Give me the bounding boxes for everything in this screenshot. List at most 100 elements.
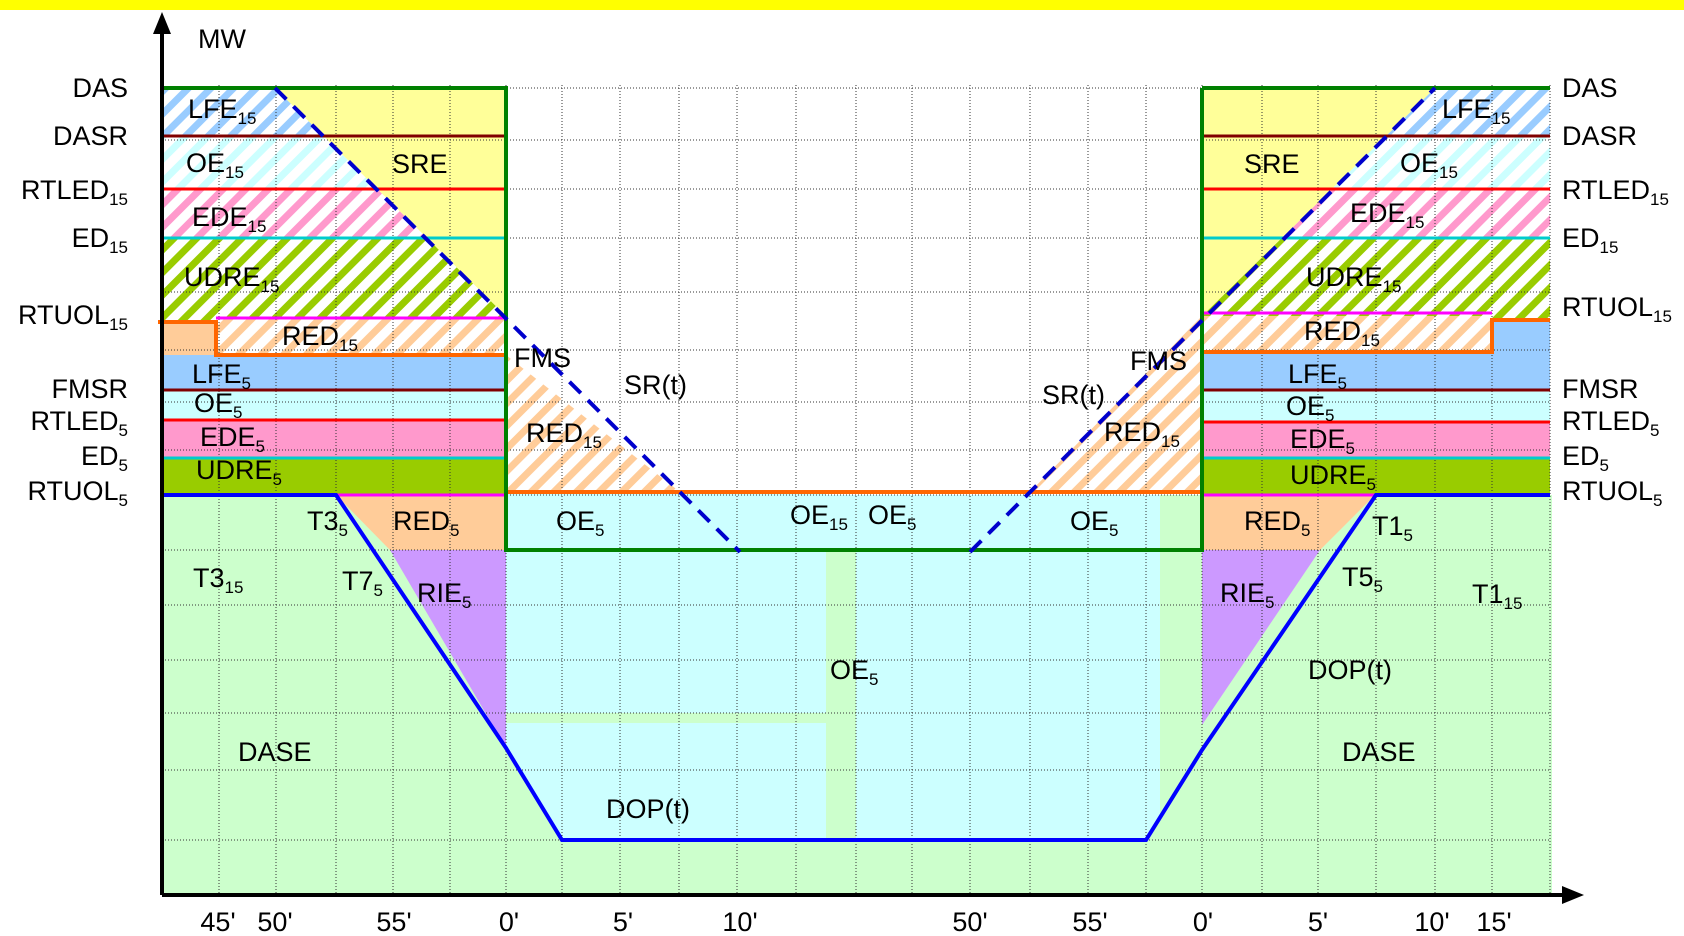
region-label-t3-5: T35	[307, 506, 348, 540]
region-label-oe5-center-subscript: 5	[869, 670, 878, 689]
diagram-shapes	[153, 12, 1584, 904]
region-label-udre5-l-base: UDRE	[196, 455, 273, 485]
region-label-red15-r-subscript: 15	[1361, 331, 1380, 350]
region-label-oe15-l-base: OE	[186, 148, 225, 178]
region-label-ede5-l-base: EDE	[200, 422, 256, 452]
region-label-udre5-r: UDRE5	[1290, 460, 1376, 494]
region-label-red5-l-base: RED	[393, 506, 450, 536]
left-label-rtled15-base: RTLED	[21, 175, 109, 205]
left-label-rtuol15-subscript: 15	[109, 315, 128, 334]
region-label-fms-l: FMS	[514, 343, 571, 373]
x-tick-label: 50'	[257, 907, 292, 936]
region-label-oe5-mr-subscript: 5	[907, 515, 916, 534]
region-label-oe5-r2-subscript: 5	[1109, 521, 1118, 540]
region-label-red15-ml-base: RED	[526, 418, 583, 448]
top-yellow-bar	[0, 0, 1684, 10]
region-label-udre15-r-subscript: 15	[1383, 277, 1402, 296]
x-tick-label: 5'	[613, 907, 633, 936]
region-label-rie5-r-base: RIE	[1220, 578, 1265, 608]
region-label-lfe5-r: LFE5	[1288, 359, 1347, 393]
region-label-red15-mr-subscript: 15	[1161, 432, 1180, 451]
x-tick-label: 45'	[200, 907, 235, 936]
region-label-ede5-l-subscript: 5	[256, 437, 265, 456]
x-tick-label: 50'	[952, 907, 987, 936]
region-label-ede5-l: EDE5	[200, 422, 265, 456]
right-label-ed5: ED5	[1562, 441, 1609, 475]
region-label-t3-5-subscript: 5	[339, 521, 348, 540]
region-label-lfe5-r-subscript: 5	[1338, 374, 1347, 393]
right-label-rtled5-base: RTLED	[1562, 406, 1650, 436]
left-label-ed15-base: ED	[72, 223, 110, 253]
region-label-t3-15-base: T3	[193, 563, 225, 593]
region-label-oe5-ml-base: OE	[556, 506, 595, 536]
right-label-rtuol15: RTUOL15	[1562, 292, 1672, 326]
region-label-oe5-l: OE5	[194, 388, 242, 422]
right-rie5-region	[1202, 550, 1320, 725]
x-tick-label: 10'	[722, 907, 757, 936]
region-label-fms-r: FMS	[1130, 346, 1187, 376]
region-label-oe15-l-subscript: 15	[225, 163, 244, 182]
region-label-udre15-r: UDRE15	[1306, 262, 1401, 296]
right-label-das: DAS	[1562, 73, 1618, 103]
region-label-rie5-l-base: RIE	[417, 578, 462, 608]
right-label-ed5-base: ED	[1562, 441, 1600, 471]
region-label-t5-5-base: T5	[1342, 562, 1374, 592]
region-label-lfe15-r-subscript: 15	[1492, 109, 1511, 128]
region-label-red5-r-subscript: 5	[1301, 521, 1310, 540]
diagram-labels: MW 45' 50' 55' 0' 5' 10' 50' 55' 0' 5' 10' 15' DAS DAS…	[18, 24, 1672, 936]
region-label-t1-5: T15	[1372, 511, 1413, 545]
left-label-ed5-base: ED	[81, 441, 119, 471]
left-label-das: DAS	[72, 73, 128, 103]
left-label-rtled5-base: RTLED	[31, 406, 119, 436]
region-label-ede15-l-subscript: 15	[248, 217, 267, 236]
region-label-sr-r: SR(t)	[1042, 380, 1105, 410]
region-label-lfe15-l: LFE15	[188, 94, 256, 128]
region-label-lfe15-r-base: LFE	[1442, 94, 1492, 124]
x-tick-label: 55'	[1072, 907, 1107, 936]
region-label-ede15-r: EDE15	[1350, 198, 1424, 232]
right-udre5-band	[1202, 458, 1550, 495]
region-label-lfe5-l-subscript: 5	[242, 374, 251, 393]
region-label-red5-r-base: RED	[1244, 506, 1301, 536]
left-label-rtled15: RTLED15	[21, 175, 128, 209]
region-label-udre15-l-subscript: 15	[261, 277, 280, 296]
region-label-red15-l: RED15	[282, 321, 358, 355]
region-label-lfe5-l-base: LFE	[192, 359, 242, 389]
middle-oe-left-upper	[506, 490, 826, 713]
left-udre5-band	[162, 458, 506, 495]
region-label-ede15-l: EDE15	[192, 202, 266, 236]
region-label-lfe15-r: LFE15	[1442, 94, 1510, 128]
region-label-red15-mr-base: RED	[1104, 417, 1161, 447]
middle-light-band	[506, 713, 826, 723]
region-label-red15-r-base: RED	[1304, 316, 1361, 346]
x-tick-label: 10'	[1414, 907, 1449, 936]
region-label-oe5-r2: OE5	[1070, 506, 1118, 540]
right-red15-hatch	[1202, 316, 1492, 354]
region-label-oe15-m: OE15	[790, 500, 848, 534]
region-label-t7-5-base: T7	[342, 566, 374, 596]
region-label-oe5-r: OE5	[1286, 391, 1334, 425]
region-label-t1-15-base: T1	[1472, 579, 1504, 609]
region-label-t1-15-subscript: 15	[1504, 594, 1523, 613]
region-label-sre-r: SRE	[1244, 149, 1300, 179]
region-label-udre15-l: UDRE15	[184, 262, 279, 296]
region-label-udre5-l-subscript: 5	[273, 470, 282, 489]
left-label-ed15-subscript: 15	[109, 238, 128, 257]
x-tick-label: 0'	[499, 907, 519, 936]
region-label-dase-l: DASE	[238, 737, 312, 767]
y-axis-arrow	[153, 12, 171, 34]
region-label-oe15-l: OE15	[186, 148, 244, 182]
right-label-rtled5: RTLED5	[1562, 406, 1660, 440]
right-label-dasr: DASR	[1562, 121, 1637, 151]
region-label-sr-l: SR(t)	[624, 370, 687, 400]
x-tick-label: 15'	[1476, 907, 1511, 936]
region-label-t1-5-subscript: 5	[1404, 526, 1413, 545]
left-label-rtuol15-base: RTUOL	[18, 300, 109, 330]
right-label-ed15: ED15	[1562, 223, 1618, 257]
right-label-rtled15-base: RTLED	[1562, 175, 1650, 205]
region-label-dase-r: DASE	[1342, 737, 1416, 767]
region-label-t7-5: T75	[342, 566, 383, 600]
region-label-oe5-mr-base: OE	[868, 500, 907, 530]
region-label-udre15-r-base: UDRE	[1306, 262, 1383, 292]
